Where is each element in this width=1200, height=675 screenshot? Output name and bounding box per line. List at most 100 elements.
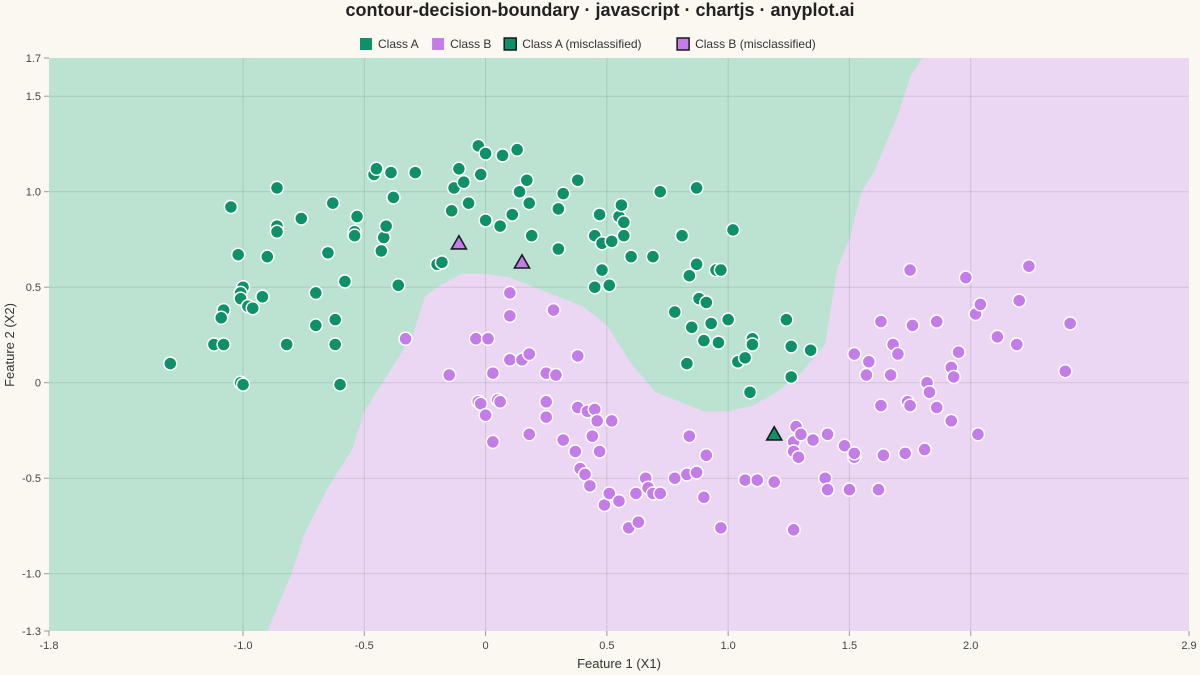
class-b-point [689, 465, 704, 480]
class-a-point [369, 161, 384, 177]
class-b-point [713, 520, 729, 536]
class-a-point [512, 184, 527, 199]
legend-swatch-class-a-misclassified-point[interactable] [503, 37, 517, 51]
class-a-point [551, 201, 566, 217]
class-b-point [1058, 363, 1073, 379]
class-a-point [332, 377, 348, 392]
class-b-point [570, 348, 586, 364]
class-a-point [652, 184, 668, 199]
class-b-point [652, 486, 668, 501]
class-a-point [699, 295, 714, 310]
class-a-point [555, 186, 571, 201]
x-tick-label: -1.8 [40, 640, 59, 652]
class-b-point [699, 448, 714, 463]
class-a-point [711, 335, 726, 350]
class-a-point [522, 195, 537, 211]
class-b-point [902, 398, 918, 413]
class-b-point [522, 346, 537, 362]
class-a-point [216, 337, 231, 352]
class-a-point [444, 203, 459, 219]
class-b-point [847, 446, 862, 461]
class-b-point [837, 438, 852, 453]
class-b-point [1021, 258, 1037, 274]
legend-swatch-class-b-point[interactable] [432, 38, 445, 50]
x-tick-label: -0.5 [355, 640, 374, 652]
class-a-point [337, 274, 353, 289]
legend-label-class-a-misclassified-point[interactable]: Class A (misclassified) [522, 37, 641, 51]
class-a-point [163, 356, 178, 371]
class-b-point [793, 427, 809, 442]
class-a-point [725, 222, 741, 238]
class-b-point [973, 297, 988, 312]
class-b-point [502, 285, 518, 301]
class-a-point [524, 228, 539, 243]
class-a-point [434, 255, 450, 270]
class-b-point [441, 367, 457, 383]
y-tick-label: 1.5 [26, 91, 41, 103]
class-a-point [456, 174, 472, 190]
class-a-point [383, 165, 399, 180]
class-b-point [902, 262, 918, 278]
class-a-point [374, 243, 389, 259]
class-a-point [742, 385, 758, 400]
class-b-point [478, 407, 493, 423]
class-b-point [873, 314, 889, 329]
legend-label-class-b-misclassified-point[interactable]: Class B (misclassified) [695, 37, 816, 51]
class-b-point [805, 432, 821, 448]
class-a-point [230, 247, 246, 262]
class-b-point [485, 365, 501, 381]
class-a-point [720, 312, 736, 327]
class-b-point [990, 329, 1005, 345]
class-b-point [929, 400, 944, 415]
class-a-point [478, 146, 493, 161]
y-tick-label: 0 [35, 378, 41, 390]
class-b-point [791, 449, 806, 465]
y-tick-label: -1.3 [22, 626, 41, 638]
class-b-point [592, 444, 607, 459]
class-a-point [737, 350, 753, 366]
class-a-point [473, 167, 488, 182]
class-b-point [861, 354, 877, 369]
legend-swatch-class-b-misclassified-point[interactable] [676, 37, 690, 51]
class-a-point [745, 337, 760, 352]
class-b-point [611, 493, 627, 509]
class-a-point [645, 249, 661, 264]
class-b-misclassified-point [513, 253, 531, 269]
class-a-point [679, 356, 695, 371]
class-a-point [327, 337, 343, 352]
class-b-point [897, 446, 913, 461]
class-b-point [682, 428, 697, 444]
class-a-point [616, 228, 632, 243]
class-a-point [279, 337, 294, 352]
class-a-point [674, 228, 690, 243]
class-a-point [604, 234, 619, 249]
class-b-point [750, 472, 765, 488]
class-b-point [766, 474, 782, 490]
class-b-point [546, 302, 561, 318]
y-tick-label: 1.0 [26, 187, 41, 199]
class-b-point [883, 367, 898, 383]
class-b-point [876, 448, 891, 463]
class-b-point [946, 369, 961, 385]
legend[interactable]: Class A Class B Class A (misclassified) Cla… [360, 37, 816, 51]
class-b-point [890, 346, 906, 362]
class-b-point [696, 490, 712, 505]
x-tick-label: 1.5 [842, 640, 857, 652]
y-axis-label: Feature 2 (X2) [2, 303, 17, 387]
legend-swatch-class-a-point[interactable] [360, 38, 372, 50]
x-axis-ticks: -1.8 -1.0 -0.5 0 0.5 1.0 1.5 2.0 2.9 [40, 631, 1197, 652]
class-a-point [478, 213, 493, 228]
class-a-point [509, 142, 525, 157]
legend-label-class-b-point[interactable]: Class B [450, 37, 491, 51]
class-a-misclassified-point [765, 425, 784, 441]
legend-label-class-a-point[interactable]: Class A [378, 37, 419, 51]
class-b-point [480, 331, 496, 347]
class-a-point [451, 161, 467, 177]
class-a-point [713, 262, 729, 278]
class-a-point [255, 289, 270, 304]
class-a-point [684, 320, 700, 335]
class-b-point [871, 482, 886, 497]
class-a-point [235, 377, 251, 392]
class-a-point [682, 268, 697, 283]
class-b-point [398, 331, 413, 347]
